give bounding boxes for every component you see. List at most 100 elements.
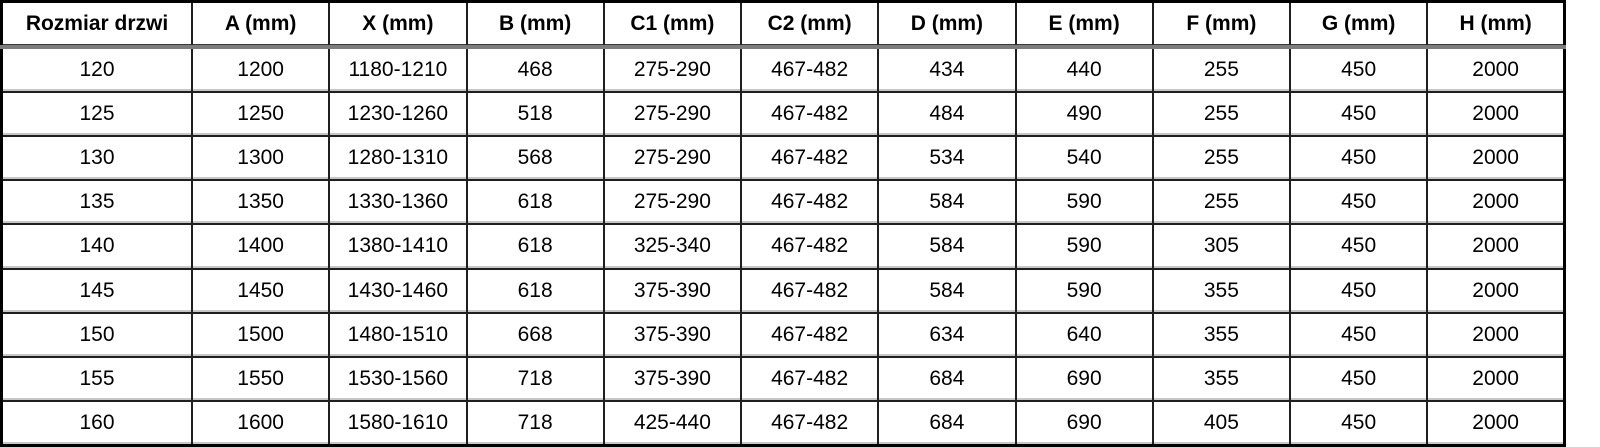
table-cell: 255 [1151,91,1292,138]
column-header-6: D (mm) [877,0,1017,49]
table-cell: 425-440 [602,399,743,447]
table-cell: 375-390 [602,267,743,314]
column-header-8: F (mm) [1151,0,1292,49]
table-cell: 160 [0,399,193,447]
table-cell: 618 [465,267,605,314]
column-header-0: Rozmiar drzwi [0,0,193,49]
table-cell: 1530-1560 [328,355,468,402]
table-cell: 2000 [1426,179,1566,226]
table-cell: 690 [1014,355,1154,402]
table-cell: 450 [1288,399,1429,447]
table-cell: 305 [1151,223,1292,270]
table-cell: 2000 [1426,91,1566,138]
table-cell: 590 [1014,267,1154,314]
table-cell: 1330-1360 [328,179,468,226]
table-cell: 640 [1014,311,1154,358]
table-cell: 450 [1288,179,1429,226]
table-cell: 2000 [1426,399,1566,447]
table-cell: 2000 [1426,355,1566,402]
table-cell: 255 [1151,135,1292,182]
door-dimensions-table: Rozmiar drzwi A (mm) X (mm) B (mm) C1 (mm) C2… [0,0,1566,447]
table-cell: 450 [1288,267,1429,314]
table-cell: 1500 [190,311,331,358]
table-cell: 275-290 [602,45,743,94]
table-cell: 1300 [190,135,331,182]
table-cell: 255 [1151,179,1292,226]
table-cell: 540 [1014,135,1154,182]
table-cell: 434 [877,45,1017,94]
table-cell: 1600 [190,399,331,447]
table-cell: 2000 [1426,135,1566,182]
table-row: 155 1550 1530-1560 718 375-390 467-482 684 690 3… [0,355,1566,402]
table-cell: 375-390 [602,311,743,358]
table-cell: 2000 [1426,223,1566,270]
column-header-3: B (mm) [465,0,605,49]
table-cell: 140 [0,223,193,270]
table-cell: 1200 [190,45,331,94]
table-cell: 2000 [1426,267,1566,314]
table-cell: 684 [877,355,1017,402]
table-cell: 145 [0,267,193,314]
table-cell: 1380-1410 [328,223,468,270]
table-cell: 440 [1014,45,1154,94]
table-cell: 450 [1288,223,1429,270]
table-cell: 1250 [190,91,331,138]
table-cell: 590 [1014,179,1154,226]
table-body: 120 1200 1180-1210 468 275-290 467-482 434 440 2… [0,45,1566,447]
column-header-10: H (mm) [1426,0,1566,49]
table-cell: 1580-1610 [328,399,468,447]
table-cell: 1450 [190,267,331,314]
table-cell: 467-482 [739,179,880,226]
table-cell: 490 [1014,91,1154,138]
table-cell: 467-482 [739,45,880,94]
table-cell: 518 [465,91,605,138]
table-cell: 2000 [1426,45,1566,94]
table-cell: 668 [465,311,605,358]
table-cell: 405 [1151,399,1292,447]
table-cell: 135 [0,179,193,226]
table-cell: 584 [877,267,1017,314]
table-cell: 467-482 [739,311,880,358]
table-cell: 150 [0,311,193,358]
table-cell: 275-290 [602,179,743,226]
table-row: 120 1200 1180-1210 468 275-290 467-482 434 440 2… [0,45,1566,94]
table-cell: 467-482 [739,91,880,138]
table-cell: 590 [1014,223,1154,270]
table-row: 125 1250 1230-1260 518 275-290 467-482 484 490 2… [0,91,1566,138]
table-row: 140 1400 1380-1410 618 325-340 467-482 584 590 3… [0,223,1566,270]
table-cell: 684 [877,399,1017,447]
table-cell: 450 [1288,135,1429,182]
header-row: Rozmiar drzwi A (mm) X (mm) B (mm) C1 (mm) C2… [0,0,1566,49]
table-cell: 718 [465,355,605,402]
table-cell: 275-290 [602,91,743,138]
column-header-9: G (mm) [1288,0,1429,49]
table-cell: 484 [877,91,1017,138]
column-header-4: C1 (mm) [602,0,743,49]
table-cell: 255 [1151,45,1292,94]
table-row: 160 1600 1580-1610 718 425-440 467-482 684 690 4… [0,399,1566,447]
table-row: 145 1450 1430-1460 618 375-390 467-482 584 590 3… [0,267,1566,314]
table-cell: 450 [1288,355,1429,402]
table-row: 130 1300 1280-1310 568 275-290 467-482 534 540 2… [0,135,1566,182]
table-cell: 355 [1151,355,1292,402]
table-cell: 467-482 [739,267,880,314]
table-cell: 468 [465,45,605,94]
table-cell: 450 [1288,311,1429,358]
table-cell: 275-290 [602,135,743,182]
table-cell: 467-482 [739,135,880,182]
table-cell: 584 [877,179,1017,226]
column-header-7: E (mm) [1014,0,1154,49]
table-cell: 1180-1210 [328,45,468,94]
table-cell: 325-340 [602,223,743,270]
column-header-2: X (mm) [328,0,468,49]
column-header-1: A (mm) [190,0,331,49]
table-cell: 534 [877,135,1017,182]
table-cell: 467-482 [739,399,880,447]
table-cell: 130 [0,135,193,182]
table-cell: 467-482 [739,355,880,402]
table-cell: 1400 [190,223,331,270]
table-cell: 125 [0,91,193,138]
table-cell: 718 [465,399,605,447]
table-cell: 1480-1510 [328,311,468,358]
